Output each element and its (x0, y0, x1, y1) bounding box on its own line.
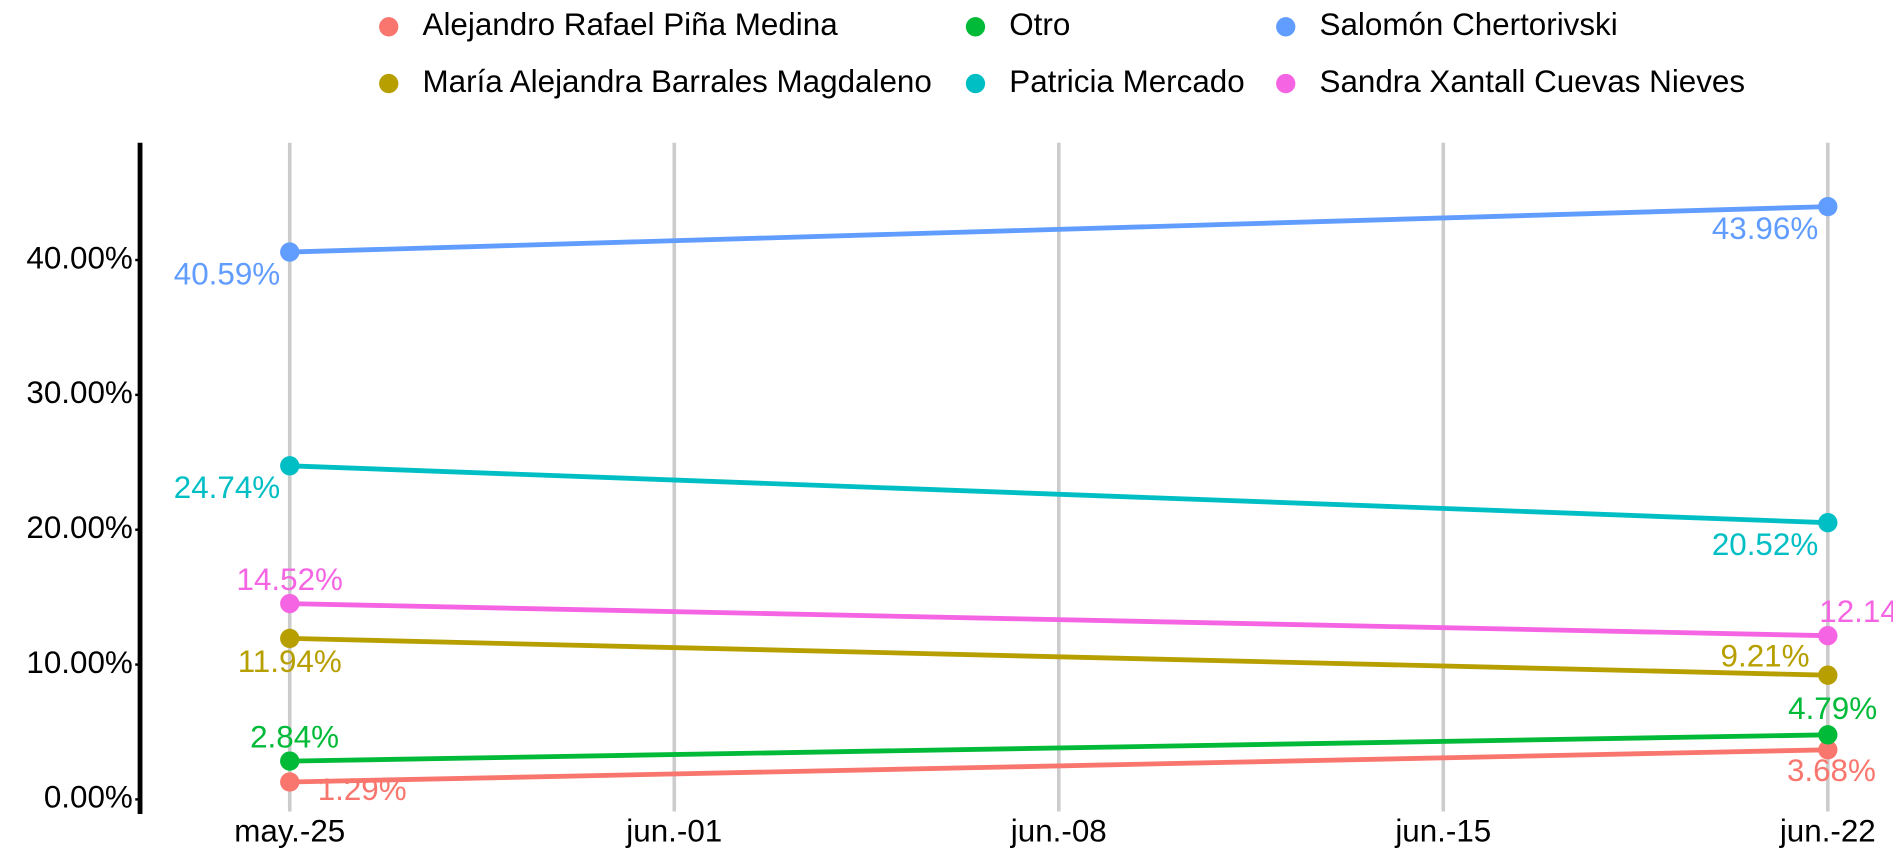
x-tick-label: jun.-01 (625, 814, 722, 848)
data-point (1818, 665, 1838, 685)
y-tick-label: 20.00% (26, 510, 132, 545)
data-label: 2.84% (250, 720, 339, 755)
data-point (280, 456, 300, 476)
data-point (1818, 740, 1838, 760)
data-label: 1.29% (318, 772, 407, 807)
legend-marker (965, 73, 986, 94)
legend-marker (1276, 17, 1296, 37)
data-label: 40.59% (174, 257, 280, 292)
data-label: 3.68% (1787, 753, 1876, 788)
legend-marker (379, 17, 399, 37)
series-line (289, 747, 1828, 785)
data-label: 12.14% (1819, 594, 1893, 629)
data-point (280, 628, 300, 649)
series-line (289, 635, 1828, 678)
x-tick-label: may.-25 (234, 814, 345, 848)
legend-marker (379, 73, 399, 94)
legend-marker (1276, 73, 1296, 94)
legend-label: Sandra Xantall Cuevas Nieves (1320, 64, 1746, 99)
series-line (289, 463, 1828, 526)
legend-label: Salomón Chertorivski (1320, 7, 1618, 42)
legend-label: Patricia Mercado (1009, 64, 1244, 99)
y-tick-label: 40.00% (26, 240, 132, 275)
data-point (1818, 196, 1838, 217)
legend-label: María Alejandra Barrales Magdaleno (423, 64, 932, 99)
legend-label: Otro (1009, 7, 1070, 42)
y-tick-label: 30.00% (26, 375, 132, 410)
data-label: 20.52% (1712, 527, 1818, 562)
data-point (280, 772, 300, 792)
data-label: 4.79% (1788, 691, 1877, 726)
data-label: 14.52% (237, 562, 343, 597)
x-tick-label: jun.-08 (1010, 814, 1107, 848)
data-point (1818, 626, 1838, 646)
data-label: 24.74% (174, 470, 280, 505)
x-tick-label: jun.-22 (1779, 814, 1876, 848)
legend-marker (965, 17, 986, 37)
y-tick-label: 10.00% (26, 645, 132, 680)
legend-label: Alejandro Rafael Piña Medina (423, 7, 839, 42)
x-tick-label: jun.-15 (1394, 814, 1491, 848)
data-point (1818, 513, 1838, 533)
data-label: 11.94% (238, 644, 342, 679)
series-line (289, 204, 1828, 255)
data-point (1818, 725, 1838, 745)
y-tick-label: 0.00% (44, 780, 133, 815)
series-line (289, 601, 1828, 639)
series-line (289, 732, 1828, 764)
data-point (280, 242, 300, 262)
data-point (280, 751, 300, 771)
data-label: 9.21% (1721, 639, 1810, 674)
data-label: 43.96% (1712, 211, 1818, 246)
data-point (280, 593, 300, 614)
